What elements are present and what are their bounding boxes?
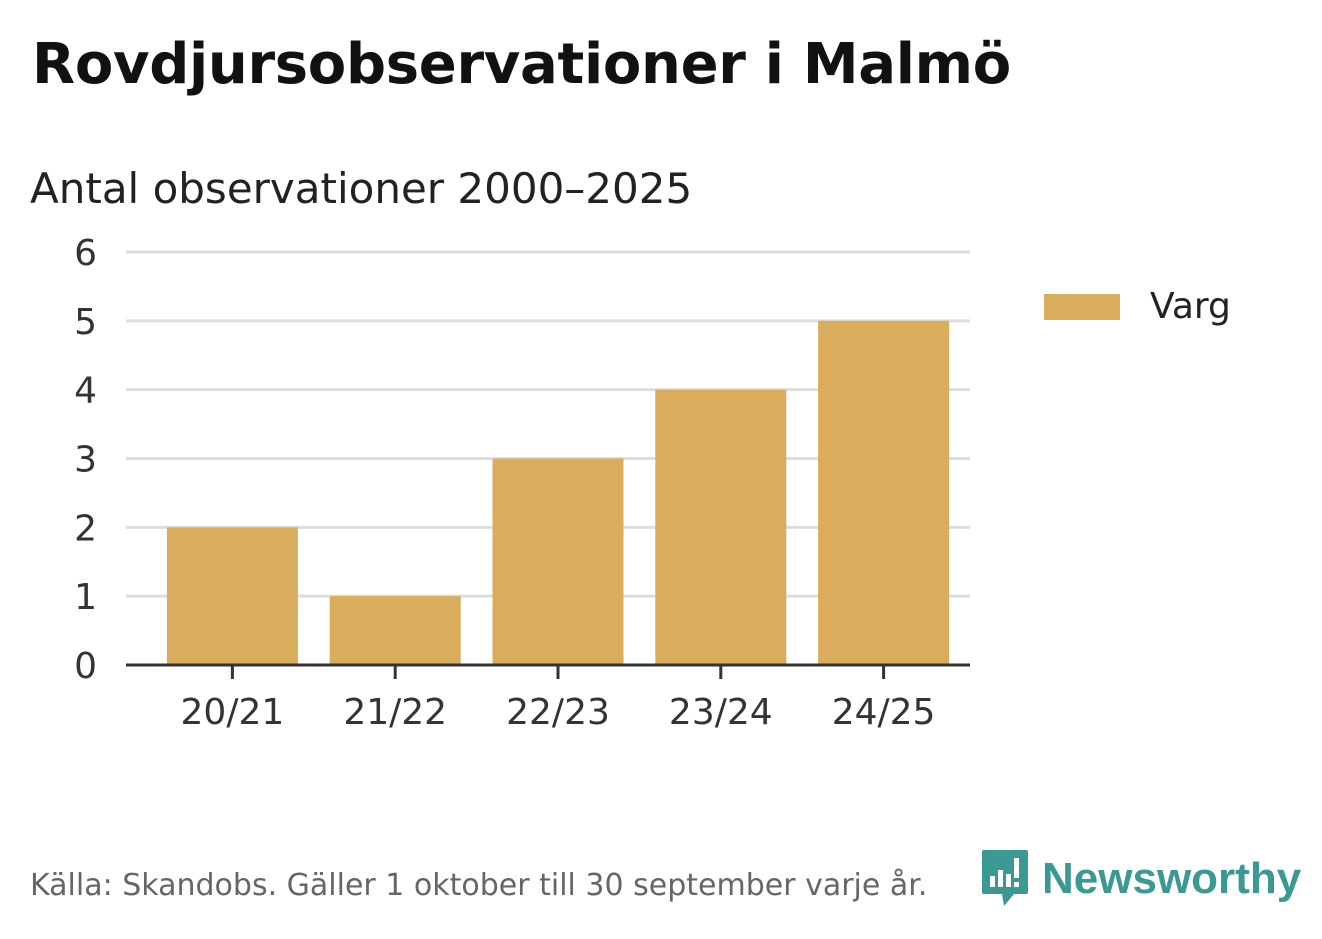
brand: Newsworthy [980, 848, 1301, 910]
y-tick-label: 1 [74, 577, 97, 618]
chart-subtitle: Antal observationer 2000–2025 [30, 164, 693, 213]
x-tick-label: 21/22 [343, 692, 447, 733]
chart-title: Rovdjursobservationer i Malmö [32, 32, 1011, 97]
x-tick-label: 22/23 [506, 692, 610, 733]
bar-24-25 [818, 320, 950, 665]
bar-21-22 [329, 596, 461, 665]
x-tick-label: 20/21 [181, 692, 285, 733]
x-tick-label: 24/25 [832, 692, 936, 733]
bar-20-21 [166, 527, 298, 665]
y-tick-label: 5 [74, 302, 97, 343]
y-tick-label: 4 [74, 371, 97, 412]
newsworthy-logo-icon [982, 850, 1028, 906]
brand-name: Newsworthy [1042, 854, 1302, 903]
x-tick-label: 23/24 [669, 692, 773, 733]
y-tick-label: 6 [74, 233, 97, 274]
source-note: Källa: Skandobs. Gäller 1 oktober till 3… [30, 868, 928, 903]
y-tick-label: 3 [74, 440, 97, 481]
y-tick-label: 0 [74, 646, 97, 687]
legend-swatch-varg [1044, 293, 1120, 320]
y-tick-label: 2 [74, 508, 97, 549]
bar-22-23 [492, 458, 624, 665]
bar-23-24 [655, 389, 787, 665]
legend: Varg [1044, 286, 1231, 327]
legend-label-varg: Varg [1150, 286, 1231, 327]
